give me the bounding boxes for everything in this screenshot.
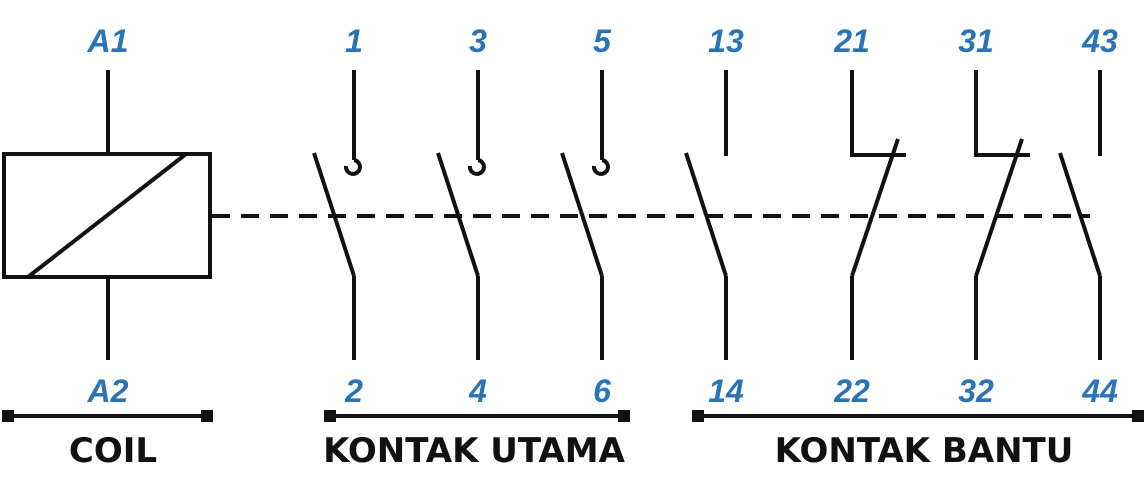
bracket-end-left (324, 410, 336, 422)
bracket-end-right (201, 410, 213, 422)
group-label-coil: COIL (69, 431, 157, 471)
main-contact-1-2 (312, 70, 362, 360)
aux-contact-13-14 (684, 70, 728, 360)
terminal-label-32: 32 (958, 373, 994, 409)
bracket-end-left (692, 410, 704, 422)
bracket-end-right (1132, 410, 1144, 422)
coil-diagonal (26, 152, 188, 279)
group-label-main-contacts: KONTAK UTAMA (323, 431, 626, 471)
bracket-end-left (2, 410, 14, 422)
contact-top-wire-nc (850, 70, 906, 157)
coil-symbol (2, 70, 212, 360)
group-label-aux-contacts: KONTAK BANTU (775, 431, 1074, 471)
terminal-label-31: 31 (958, 23, 994, 59)
main-group-bracket (324, 410, 630, 422)
terminal-label-a1: A1 (87, 23, 129, 59)
terminal-label-2: 2 (344, 373, 363, 409)
aux-group-bracket (692, 410, 1144, 422)
contact-blade (974, 138, 1024, 277)
terminal-label-1: 1 (345, 23, 363, 59)
terminal-labels-bottom: A2 2 4 6 14 22 32 44 (87, 373, 1118, 409)
contact-blade (312, 152, 356, 277)
terminal-label-a2: A2 (87, 373, 129, 409)
aux-contact-31-32 (974, 70, 1030, 360)
terminal-label-5: 5 (593, 23, 612, 59)
contact-blade (850, 138, 900, 277)
terminal-label-3: 3 (469, 23, 487, 59)
contact-top-wire-nc (974, 70, 1030, 157)
aux-contact-43-44 (1058, 70, 1102, 360)
terminal-label-44: 44 (1081, 373, 1118, 409)
arc-suppression-hook (343, 158, 362, 176)
terminal-label-21: 21 (833, 23, 870, 59)
contact-blade (436, 152, 480, 277)
main-contact-5-6 (560, 70, 610, 360)
terminal-label-13: 13 (708, 23, 744, 59)
contact-blade (1058, 152, 1102, 277)
terminal-label-43: 43 (1081, 23, 1118, 59)
terminal-labels-top: A1 1 3 5 13 21 31 43 (87, 23, 1118, 59)
terminal-label-6: 6 (593, 373, 611, 409)
terminal-label-22: 22 (833, 373, 870, 409)
contact-blade (560, 152, 604, 277)
terminal-label-4: 4 (468, 373, 487, 409)
coil-group-bracket (2, 410, 213, 422)
main-contact-3-4 (436, 70, 486, 360)
terminal-label-14: 14 (708, 373, 744, 409)
bracket-end-right (618, 410, 630, 422)
aux-contact-21-22 (850, 70, 906, 360)
contact-blade (684, 152, 728, 277)
arc-suppression-hook (467, 158, 486, 176)
arc-suppression-hook (591, 158, 610, 176)
